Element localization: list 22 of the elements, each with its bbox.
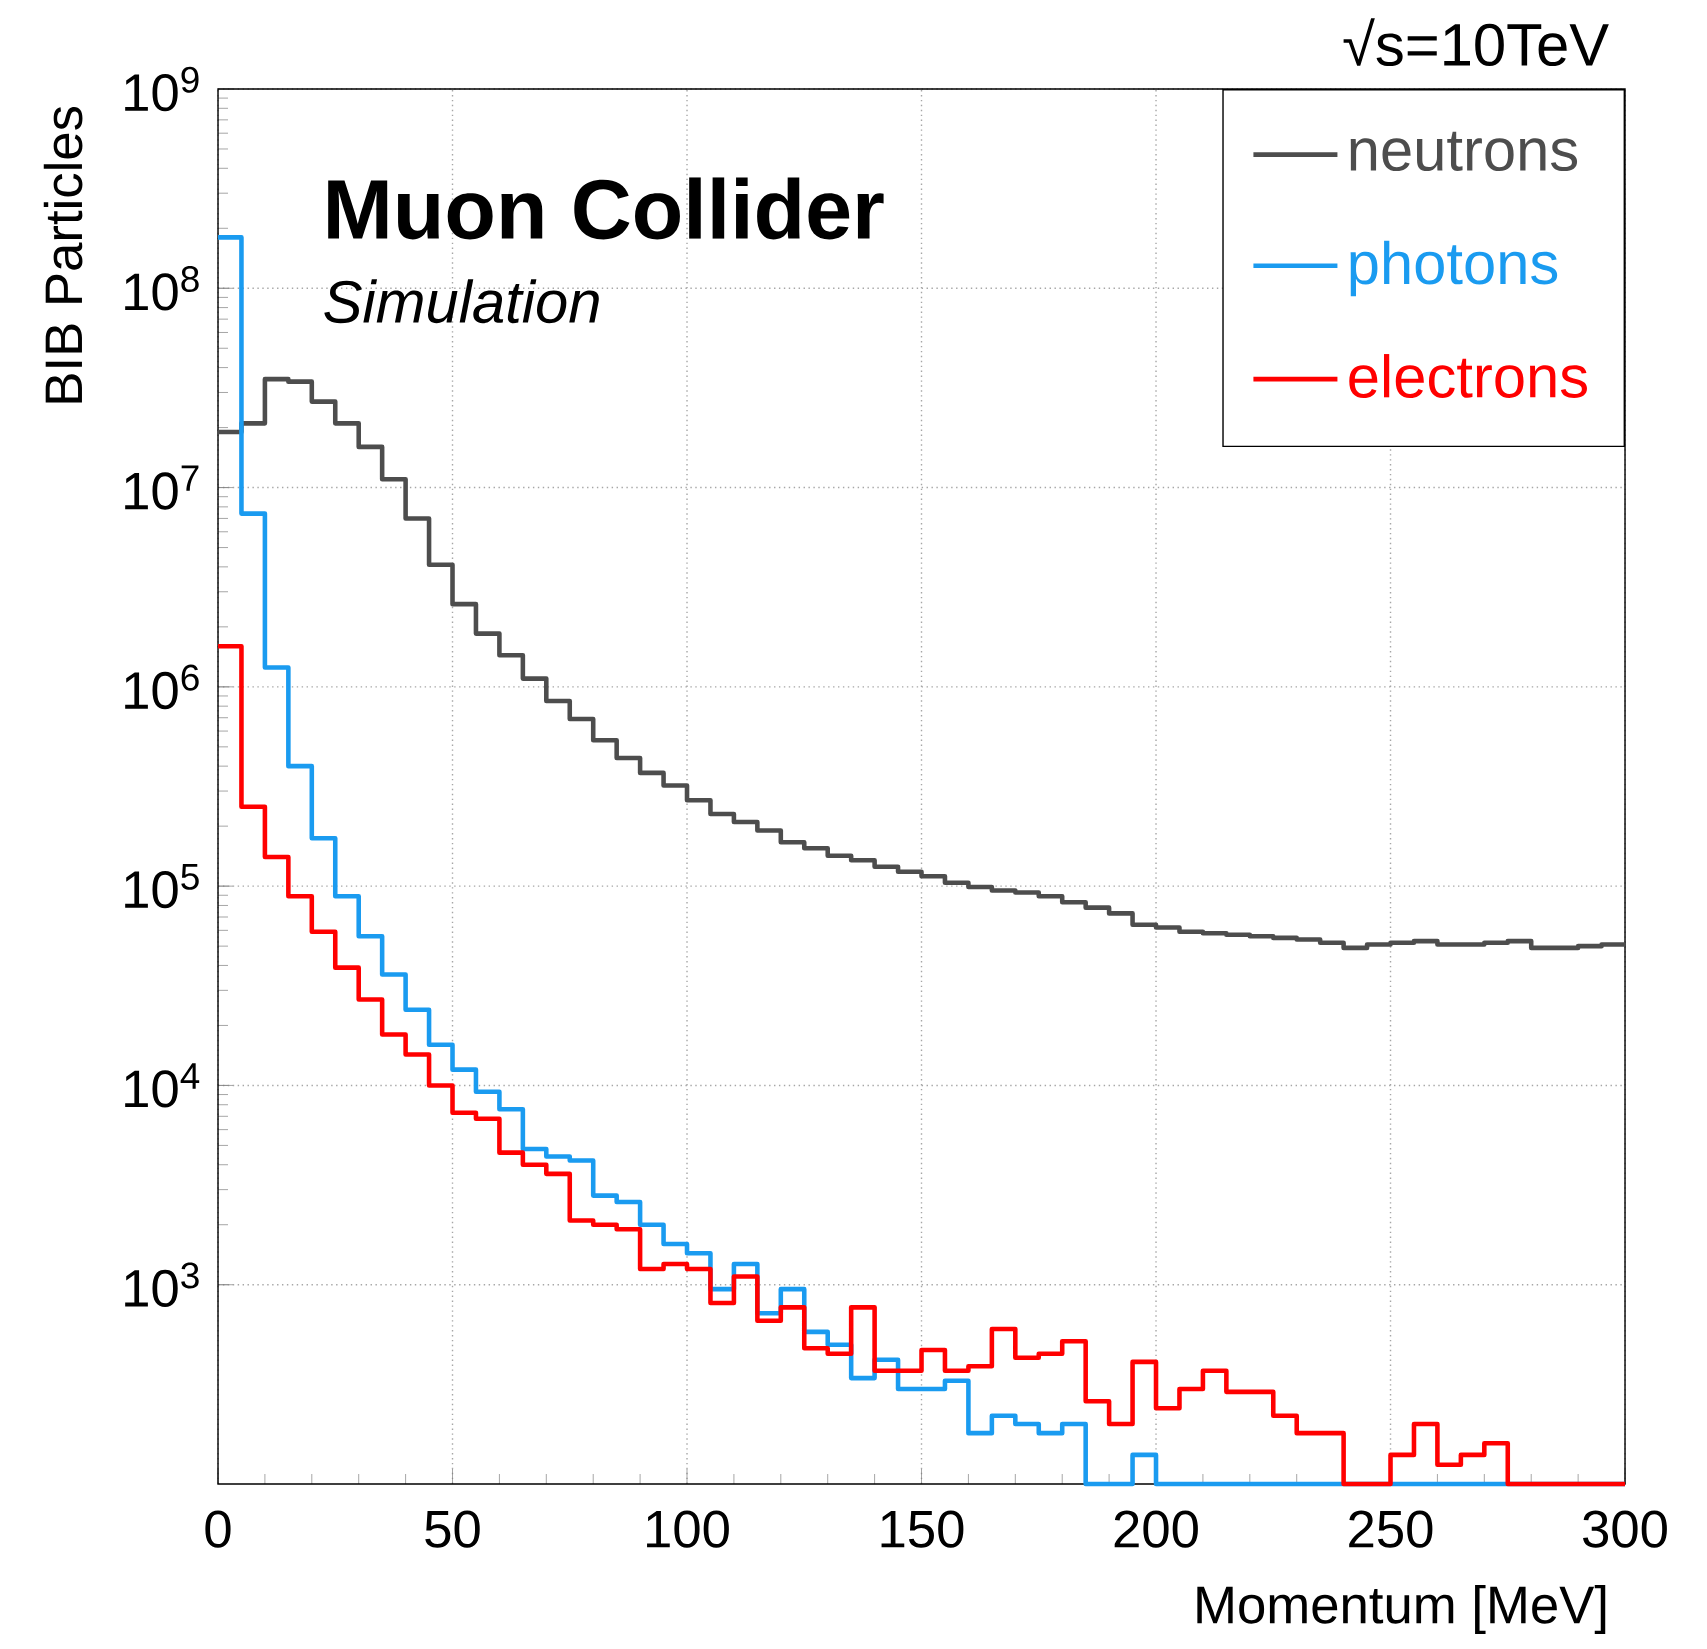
legend-label: electrons xyxy=(1349,353,1587,398)
y-tick-label: 10$^{6}$ xyxy=(125,664,199,709)
x-tick-label: 200 xyxy=(1114,1510,1198,1548)
y-tick-label: 10$^{4}$ xyxy=(125,1063,200,1108)
annotation: Muon Collider xyxy=(328,177,884,240)
x-axis-title: Momentum [MeV] xyxy=(1197,1584,1606,1634)
y-tick-label: 10$^{9}$ xyxy=(125,66,199,112)
x-tick-label: 100 xyxy=(647,1510,729,1548)
y-tick-label: 10$^{5}$ xyxy=(125,863,199,909)
annotation: Simulation xyxy=(324,279,599,324)
x-tick-label: 300 xyxy=(1583,1510,1667,1548)
text: √s=10TeV xyxy=(1343,18,1609,66)
y-tick-label: 10$^{7}$ xyxy=(125,465,199,510)
y-tick-label: 10$^{8}$ xyxy=(125,265,199,311)
y-axis-title: BIB Particles xyxy=(43,106,83,403)
x-tick-label: 250 xyxy=(1349,1510,1433,1548)
x-tick-label: 50 xyxy=(425,1510,480,1548)
x-tick-label: 150 xyxy=(881,1510,964,1548)
legend-label: neutrons xyxy=(1350,131,1578,171)
y-tick-label: 10$^{3}$ xyxy=(125,1262,199,1307)
x-tick-label: 0 xyxy=(205,1510,231,1548)
legend-label: photons xyxy=(1350,240,1558,297)
